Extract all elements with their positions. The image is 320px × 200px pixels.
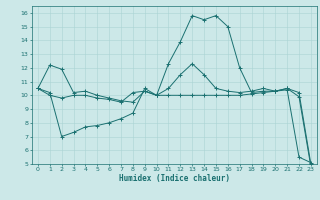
X-axis label: Humidex (Indice chaleur): Humidex (Indice chaleur) <box>119 174 230 183</box>
